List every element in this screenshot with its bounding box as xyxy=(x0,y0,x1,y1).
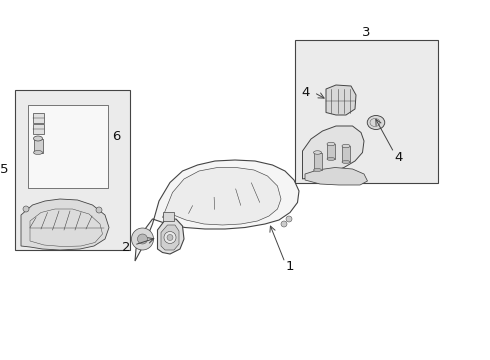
Bar xyxy=(32,124,44,134)
Polygon shape xyxy=(157,219,184,254)
Circle shape xyxy=(23,206,29,212)
Circle shape xyxy=(281,221,287,227)
Ellipse shape xyxy=(314,151,321,154)
Text: 5: 5 xyxy=(0,162,8,176)
Polygon shape xyxy=(135,160,299,261)
Bar xyxy=(33,139,43,153)
Circle shape xyxy=(286,216,292,222)
Ellipse shape xyxy=(33,136,43,141)
Circle shape xyxy=(96,207,102,213)
Ellipse shape xyxy=(33,150,43,154)
Text: 3: 3 xyxy=(362,26,371,39)
Bar xyxy=(342,146,350,162)
Ellipse shape xyxy=(327,142,335,146)
Bar xyxy=(27,105,107,188)
Bar xyxy=(327,144,335,159)
Circle shape xyxy=(138,234,147,244)
Polygon shape xyxy=(305,167,368,185)
Text: 1: 1 xyxy=(286,260,294,273)
Bar xyxy=(295,40,438,183)
Text: 6: 6 xyxy=(112,130,120,143)
Polygon shape xyxy=(161,225,179,250)
Ellipse shape xyxy=(327,158,335,161)
Bar xyxy=(15,90,130,250)
Polygon shape xyxy=(163,167,281,225)
Polygon shape xyxy=(326,85,356,115)
Ellipse shape xyxy=(367,116,385,130)
Circle shape xyxy=(164,231,176,243)
Bar xyxy=(32,112,44,122)
Ellipse shape xyxy=(342,144,350,148)
Text: 2: 2 xyxy=(122,241,130,254)
Bar xyxy=(163,212,174,221)
Bar xyxy=(314,153,321,170)
Circle shape xyxy=(167,234,173,240)
Polygon shape xyxy=(302,126,364,179)
Ellipse shape xyxy=(342,161,350,163)
Ellipse shape xyxy=(314,168,321,171)
Polygon shape xyxy=(21,199,109,250)
Text: 4: 4 xyxy=(302,86,310,99)
Circle shape xyxy=(131,228,153,250)
Text: 4: 4 xyxy=(395,151,403,164)
